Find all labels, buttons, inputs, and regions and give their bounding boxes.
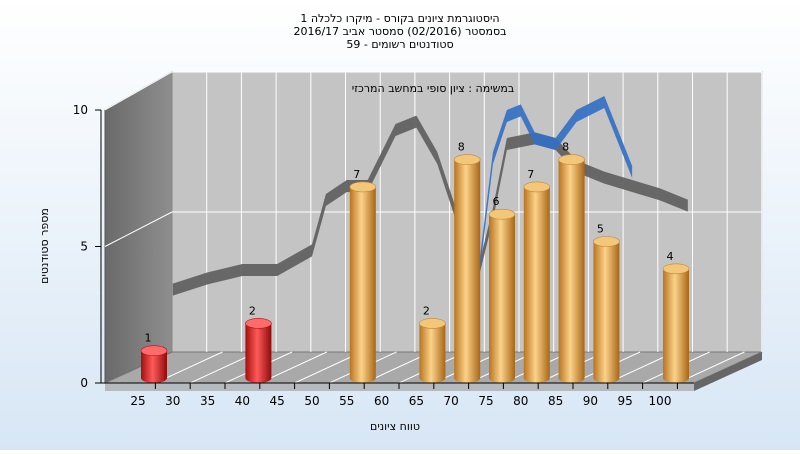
x-tick-label-70: 70: [444, 394, 459, 408]
data-label-40: 2: [249, 304, 256, 317]
overlay-ribbons: [172, 96, 688, 296]
bar-80: [523, 181, 551, 383]
bar-body: [349, 186, 376, 383]
x-tick-label-85: 85: [548, 394, 563, 408]
bar-body: [141, 350, 167, 383]
x-tick-label-100: 100: [649, 394, 672, 408]
x-tick-labels: 25 30 35 40 45 50 55 60 65 70 75 80 85 90 95 100: [130, 383, 678, 408]
data-label-65: 2: [423, 304, 430, 317]
x-tick-label-90: 90: [583, 394, 598, 408]
y-axis-title: מספר סטודנטים: [38, 208, 51, 284]
bar-top: [488, 208, 516, 220]
x-tick-label-75: 75: [478, 394, 493, 408]
bar-40: [245, 318, 272, 383]
x-tick-label-80: 80: [513, 394, 528, 408]
data-label-100: 4: [667, 250, 674, 263]
bar-top: [453, 154, 481, 165]
y-tick-labels: 0 5 10: [73, 103, 101, 390]
bar-85: [558, 154, 585, 383]
x-tick-label-35: 35: [200, 394, 215, 408]
data-label-80: 7: [527, 168, 534, 181]
bar-90: [593, 236, 620, 383]
bar-55: [349, 181, 377, 383]
bar-body: [454, 159, 481, 383]
x-axis-title: טווח ציונים: [370, 420, 420, 433]
data-label-55: 7: [353, 168, 360, 181]
data-label-25: 1: [145, 332, 152, 345]
x-tick-label-50: 50: [304, 394, 319, 408]
x-tick-label-95: 95: [618, 394, 633, 408]
bar-70: [453, 154, 481, 383]
bar-body: [489, 214, 515, 383]
bar-top: [523, 181, 551, 193]
bar-body: [245, 323, 272, 383]
chart-title: היסטוגרמת ציונים בקורס - מיקרו כלכלה 1 ב…: [293, 12, 506, 51]
grid-diagonal: [104, 71, 173, 111]
chart-annotation: במשימה : ציון סופי במחשב המרכזי: [352, 82, 515, 95]
data-label-90: 5: [597, 223, 604, 236]
bar-75: [488, 208, 516, 383]
x-tick-label-60: 60: [374, 394, 389, 408]
y-tick-label-0: 0: [80, 376, 88, 390]
x-tick-label-65: 65: [409, 394, 424, 408]
x-tick-label-40: 40: [235, 394, 250, 408]
bar-top: [140, 345, 168, 357]
overlay-ribbon-1: [172, 115, 688, 296]
bar-100: [662, 263, 690, 383]
data-label-75: 6: [493, 195, 500, 208]
bar-body: [419, 323, 446, 383]
bar-top: [245, 318, 272, 329]
bar-series: [140, 154, 690, 383]
grid-diagonal: [104, 211, 173, 247]
bar-top: [593, 236, 620, 247]
title-line-3: סטודנטים רשומים - 59: [346, 38, 453, 51]
x-tick-label-45: 45: [270, 394, 285, 408]
data-label-85: 8: [562, 141, 569, 154]
title-line-1: היסטוגרמת ציונים בקורס - מיקרו כלכלה 1: [300, 12, 499, 25]
x-tick-label-55: 55: [339, 394, 354, 408]
bar-top: [349, 181, 377, 193]
bar-body: [558, 159, 585, 383]
bar-top: [419, 318, 446, 329]
data-label-70: 8: [458, 141, 465, 154]
x-tick-label-30: 30: [165, 394, 180, 408]
bar-25: [140, 345, 168, 383]
x-tick-label-25: 25: [130, 394, 145, 408]
bar-body: [593, 241, 620, 383]
bar-body: [663, 268, 689, 383]
floor-edge-right: [694, 352, 762, 391]
y-tick-label-10: 10: [73, 103, 88, 117]
title-line-2: בסמסטר (02/2016) סמסטר אביב 2016/17: [293, 25, 506, 38]
bar-body: [523, 186, 550, 383]
y-tick-label-5: 5: [80, 240, 88, 254]
bar-top: [662, 263, 690, 275]
side-wall: [104, 71, 173, 384]
bar-top: [558, 154, 585, 165]
bar-65: [419, 318, 446, 383]
